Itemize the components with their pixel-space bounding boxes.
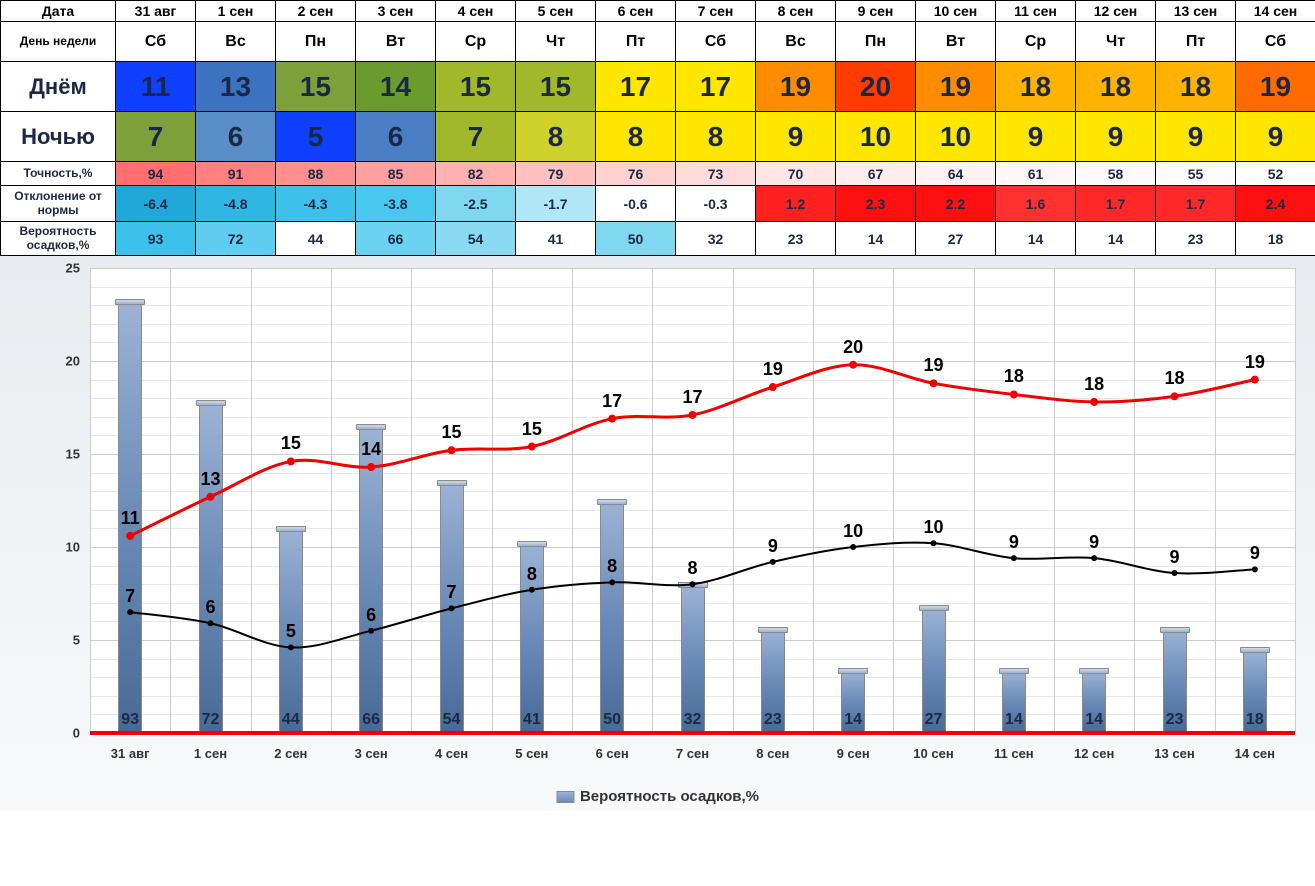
chart-bar [359,426,383,733]
chart-baseline [90,731,1295,735]
chart-legend: Вероятность осадков,% [556,788,759,805]
chart-bar [199,402,223,733]
legend-swatch [556,791,574,803]
weather-chart: 0510152025 11131514151517171920191818181… [0,256,1315,811]
chart-bar [600,501,624,734]
chart-bar [440,482,464,733]
chart-plot: 1113151415151717192019181818197656788891… [90,268,1295,733]
legend-label: Вероятность осадков,% [580,788,759,805]
weather-table: Дата31 авг1 сен2 сен3 сен4 сен5 сен6 сен… [0,0,1315,256]
